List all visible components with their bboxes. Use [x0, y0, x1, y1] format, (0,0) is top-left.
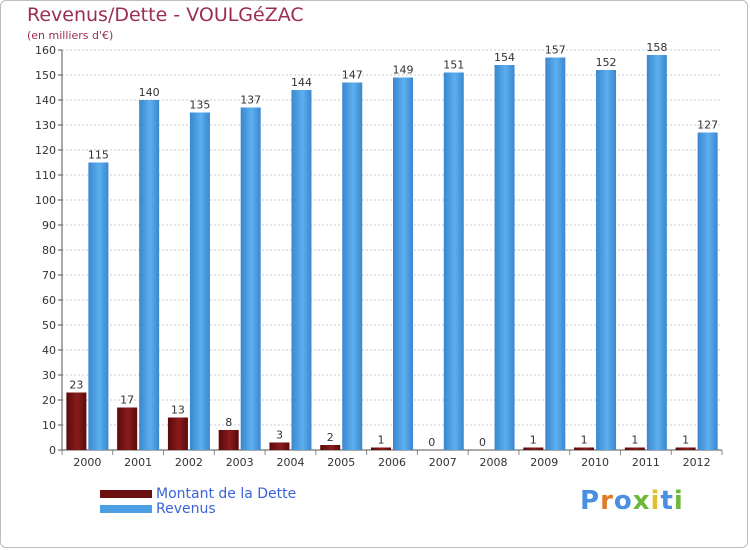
bar-revenue — [139, 100, 160, 450]
data-label-debt: 1 — [378, 434, 385, 447]
data-label-revenue: 137 — [240, 94, 261, 107]
proxiti-logo: Proxiti — [580, 486, 684, 516]
bar-revenue — [393, 77, 413, 450]
data-label-revenue: 144 — [291, 76, 312, 89]
y-tick-label: 40 — [42, 344, 56, 357]
legend-label-debt: Montant de la Dette — [156, 485, 297, 502]
y-tick-label: 60 — [42, 294, 56, 307]
data-label-debt: 23 — [69, 379, 83, 392]
legend-swatch-debt — [100, 489, 152, 498]
x-tick-label: 2012 — [683, 456, 711, 469]
x-tick-label: 2003 — [226, 456, 254, 469]
legend-item-debt: Montant de la Dette — [100, 485, 297, 502]
x-tick-label: 2009 — [530, 456, 558, 469]
data-label-debt: 8 — [225, 416, 232, 429]
y-tick-label: 160 — [35, 44, 56, 57]
data-label-revenue: 127 — [697, 119, 718, 132]
bar-debt — [117, 407, 138, 450]
bar-debt — [167, 417, 188, 450]
data-label-debt: 0 — [479, 436, 486, 449]
bar-debt — [66, 392, 87, 450]
y-tick-label: 140 — [35, 94, 56, 107]
x-tick-label: 2010 — [581, 456, 609, 469]
data-label-debt: 17 — [120, 394, 134, 407]
y-tick-label: 110 — [35, 169, 56, 182]
y-tick-label: 130 — [35, 119, 56, 132]
logo-letter: i — [673, 486, 684, 516]
x-tick-label: 2005 — [327, 456, 355, 469]
bar-debt — [218, 430, 239, 450]
logo-letter: P — [580, 486, 601, 516]
bar-revenue — [545, 57, 566, 450]
y-tick-label: 150 — [35, 69, 56, 82]
data-label-revenue: 149 — [393, 64, 414, 77]
bar-debt — [371, 447, 391, 450]
x-tick-label: 2006 — [378, 456, 406, 469]
legend-item-revenue: Revenus — [100, 500, 296, 517]
y-tick-label: 30 — [42, 369, 56, 382]
chart-title: Revenus/Dette - VOULGéZAC — [27, 4, 304, 26]
bar-debt — [675, 447, 696, 450]
data-label-revenue: 154 — [494, 51, 515, 64]
data-label-revenue: 135 — [189, 99, 210, 112]
y-tick-label: 80 — [42, 244, 56, 257]
legend-label-revenue: Revenus — [156, 500, 216, 517]
x-tick-label: 2007 — [429, 456, 457, 469]
y-tick-label: 10 — [42, 419, 56, 432]
legend: Montant de la Dette Revenus — [100, 485, 297, 517]
bar-revenue — [240, 107, 261, 450]
logo-letter: t — [660, 486, 674, 516]
bar-revenue — [697, 132, 718, 450]
logo-letter: o — [613, 486, 633, 516]
bar-revenue — [494, 65, 515, 450]
x-tick-label: 2001 — [124, 456, 152, 469]
legend-swatch-revenue — [100, 504, 152, 513]
data-label-debt: 13 — [171, 404, 185, 417]
bar-revenue — [291, 90, 312, 450]
x-tick-label: 2008 — [480, 456, 508, 469]
data-label-debt: 1 — [530, 434, 537, 447]
y-tick-label: 70 — [42, 269, 56, 282]
data-label-revenue: 152 — [596, 56, 617, 69]
x-tick-label: 2004 — [276, 456, 304, 469]
data-label-debt: 1 — [631, 434, 638, 447]
data-label-revenue: 147 — [342, 69, 363, 82]
x-tick-label: 2011 — [632, 456, 660, 469]
data-label-revenue: 157 — [545, 44, 566, 57]
bar-debt — [523, 447, 544, 450]
bar-revenue — [596, 70, 617, 450]
data-label-revenue: 115 — [88, 149, 109, 162]
chart-subtitle: (en milliers d'€) — [27, 29, 114, 42]
bar-debt — [574, 447, 595, 450]
x-tick-label: 2002 — [175, 456, 203, 469]
bar-debt — [624, 447, 645, 450]
y-tick-label: 90 — [42, 219, 56, 232]
data-label-debt: 1 — [682, 434, 689, 447]
bar-revenue — [88, 162, 109, 450]
logo-letter: i — [650, 486, 661, 516]
y-tick-label: 0 — [49, 444, 56, 457]
data-label-debt: 3 — [276, 429, 283, 442]
y-tick-label: 20 — [42, 394, 56, 407]
data-label-debt: 1 — [581, 434, 588, 447]
bar-debt — [269, 442, 290, 450]
y-tick-label: 120 — [35, 144, 56, 157]
y-tick-label: 50 — [42, 319, 56, 332]
data-label-revenue: 158 — [646, 41, 667, 54]
x-tick-label: 2000 — [73, 456, 101, 469]
data-label-revenue: 140 — [139, 86, 160, 99]
data-label-debt: 2 — [327, 431, 334, 444]
logo-letter: r — [600, 486, 614, 516]
data-label-debt: 0 — [428, 436, 435, 449]
bar-revenue — [646, 55, 667, 450]
data-label-revenue: 151 — [443, 59, 464, 72]
y-tick-label: 100 — [35, 194, 56, 207]
logo-letter: x — [632, 486, 651, 516]
bar-revenue — [342, 82, 363, 450]
bar-debt — [320, 445, 341, 450]
bar-revenue — [189, 112, 210, 450]
bar-revenue — [443, 72, 464, 450]
